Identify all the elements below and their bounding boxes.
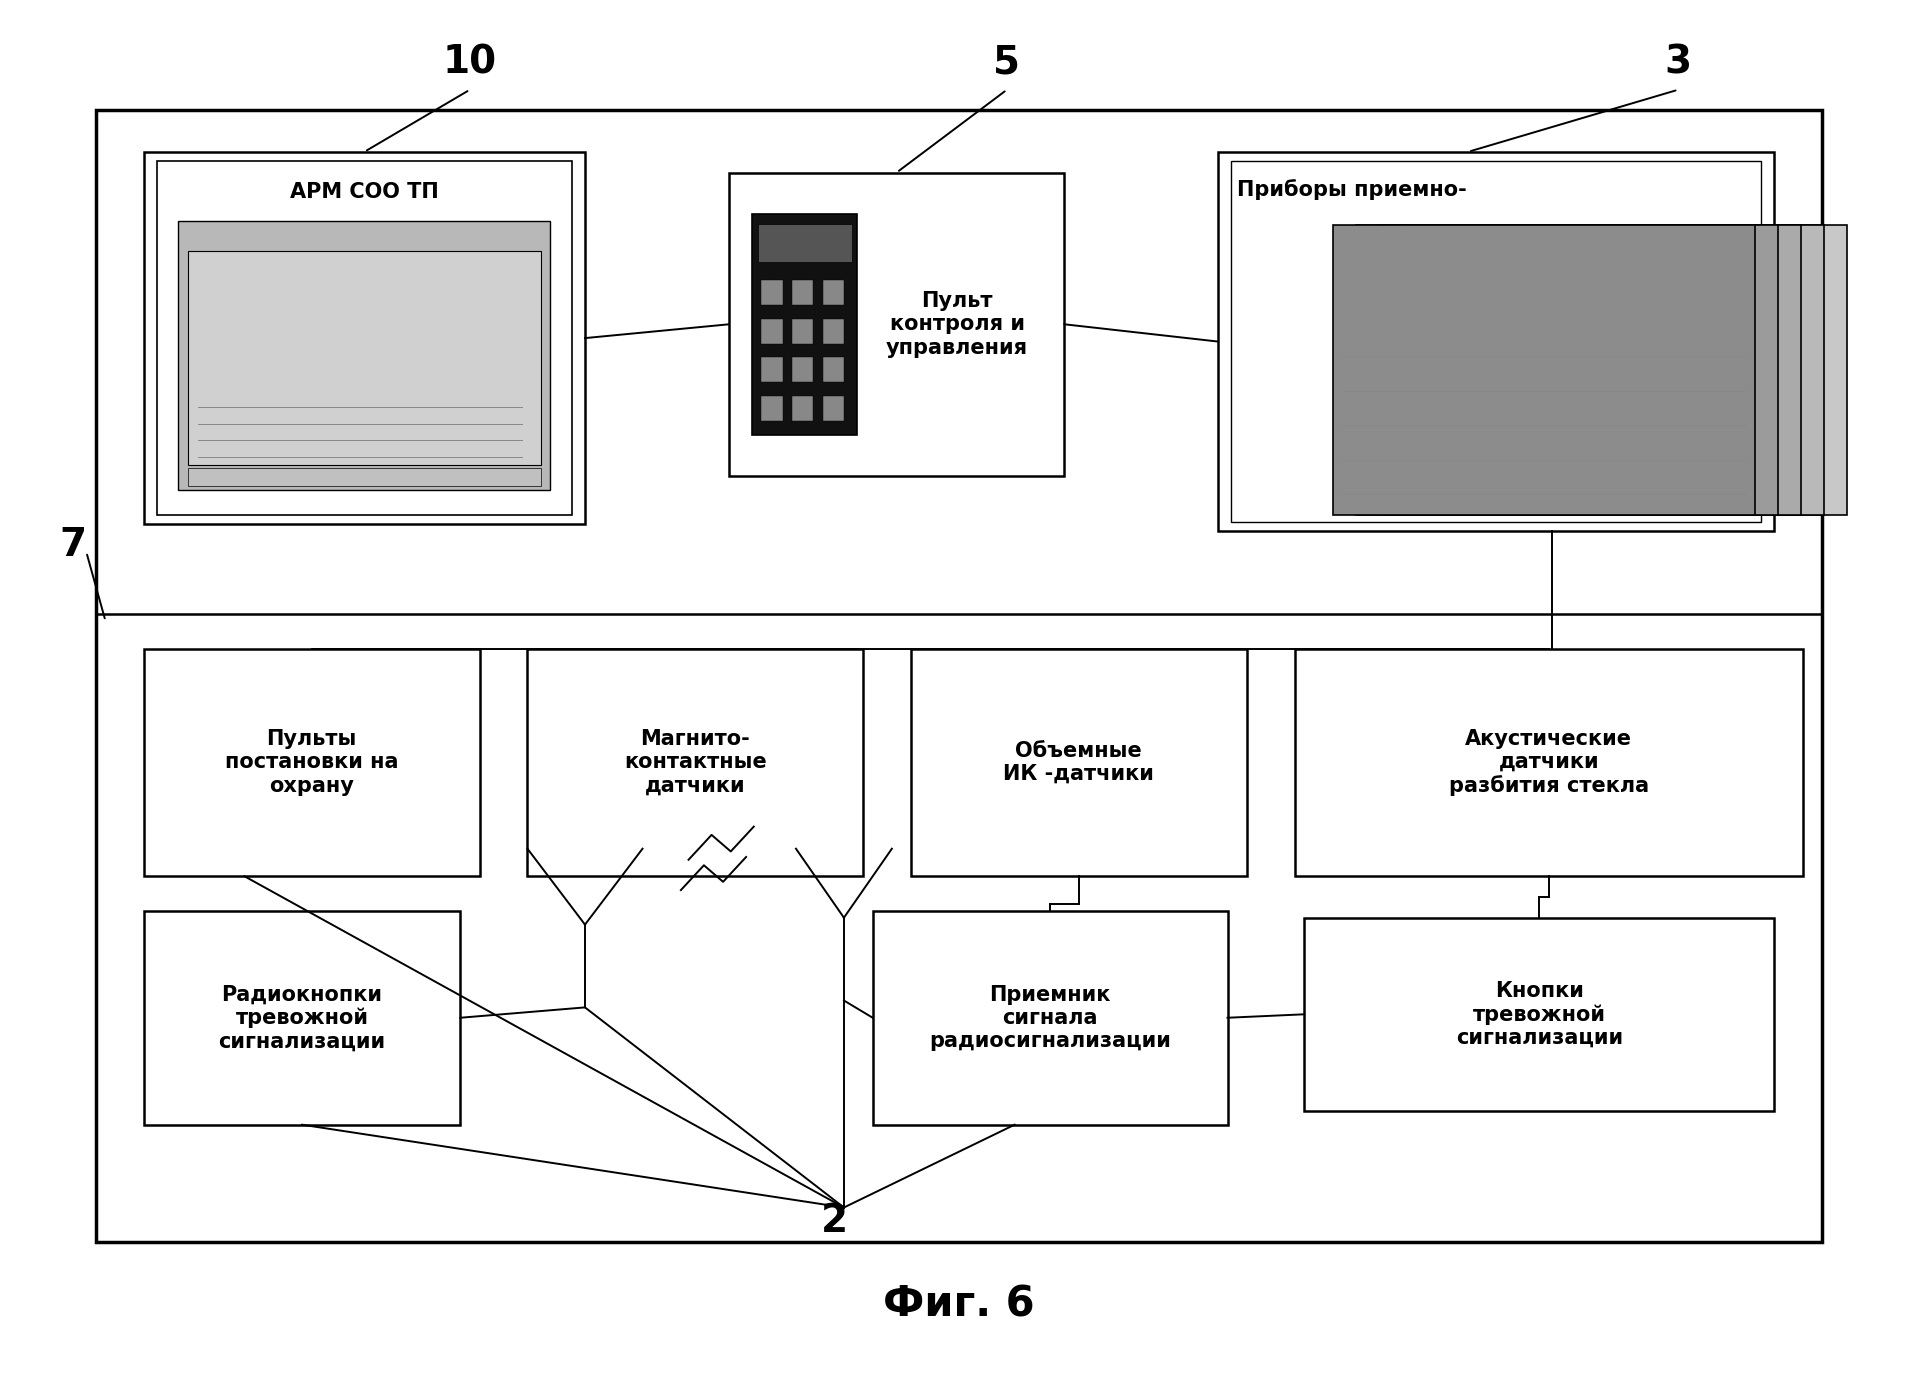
Bar — [823, 280, 844, 305]
Bar — [761, 319, 783, 344]
Text: АРМ СОО ТП: АРМ СОО ТП — [290, 182, 439, 201]
Bar — [527, 649, 863, 876]
Bar — [792, 280, 813, 305]
Bar — [1333, 225, 1755, 515]
Bar — [823, 319, 844, 344]
Bar — [752, 214, 857, 435]
Bar — [188, 251, 541, 465]
Bar — [823, 396, 844, 421]
Text: 10: 10 — [443, 43, 497, 81]
Text: Объемные
ИК -датчики: Объемные ИК -датчики — [1003, 741, 1155, 784]
Bar — [144, 152, 585, 524]
Text: Приборы приемно-: Приборы приемно- — [1237, 179, 1467, 200]
Bar — [1379, 225, 1801, 515]
Text: Радиокнопки
тревожной
сигнализации: Радиокнопки тревожной сигнализации — [219, 984, 386, 1052]
Bar — [178, 221, 550, 490]
Text: Приемник
сигнала
радиосигнализации: Приемник сигнала радиосигнализации — [928, 984, 1172, 1052]
Bar — [792, 357, 813, 382]
Text: 7: 7 — [59, 526, 86, 564]
Bar — [792, 319, 813, 344]
Bar — [1356, 225, 1778, 515]
Bar — [823, 357, 844, 382]
Bar — [1425, 225, 1847, 515]
Text: 3: 3 — [1665, 43, 1692, 81]
Text: Пульт
контроля и
управления: Пульт контроля и управления — [886, 291, 1028, 357]
Bar — [792, 396, 813, 421]
Text: Кнопки
тревожной
сигнализации: Кнопки тревожной сигнализации — [1456, 981, 1623, 1047]
Text: Фиг. 6: Фиг. 6 — [882, 1283, 1036, 1325]
Bar — [873, 911, 1228, 1125]
Bar — [144, 911, 460, 1125]
Bar — [758, 224, 852, 262]
Bar — [188, 468, 541, 486]
Bar — [1218, 152, 1774, 531]
Bar — [1304, 918, 1774, 1111]
Text: Акустические
датчики
разбития стекла: Акустические датчики разбития стекла — [1448, 729, 1649, 796]
Bar — [96, 110, 1822, 1242]
Bar — [729, 172, 1064, 476]
Bar — [761, 357, 783, 382]
Bar — [761, 280, 783, 305]
Text: Магнито-
контактные
датчики: Магнито- контактные датчики — [623, 729, 767, 796]
Bar — [1295, 649, 1803, 876]
Text: 5: 5 — [994, 43, 1020, 81]
Bar — [1231, 161, 1761, 522]
Bar — [1402, 225, 1824, 515]
Bar — [911, 649, 1247, 876]
Bar — [144, 649, 480, 876]
Bar — [761, 396, 783, 421]
Text: Пульты
постановки на
охрану: Пульты постановки на охрану — [224, 729, 399, 796]
Text: 2: 2 — [821, 1202, 848, 1241]
Bar — [157, 161, 572, 515]
